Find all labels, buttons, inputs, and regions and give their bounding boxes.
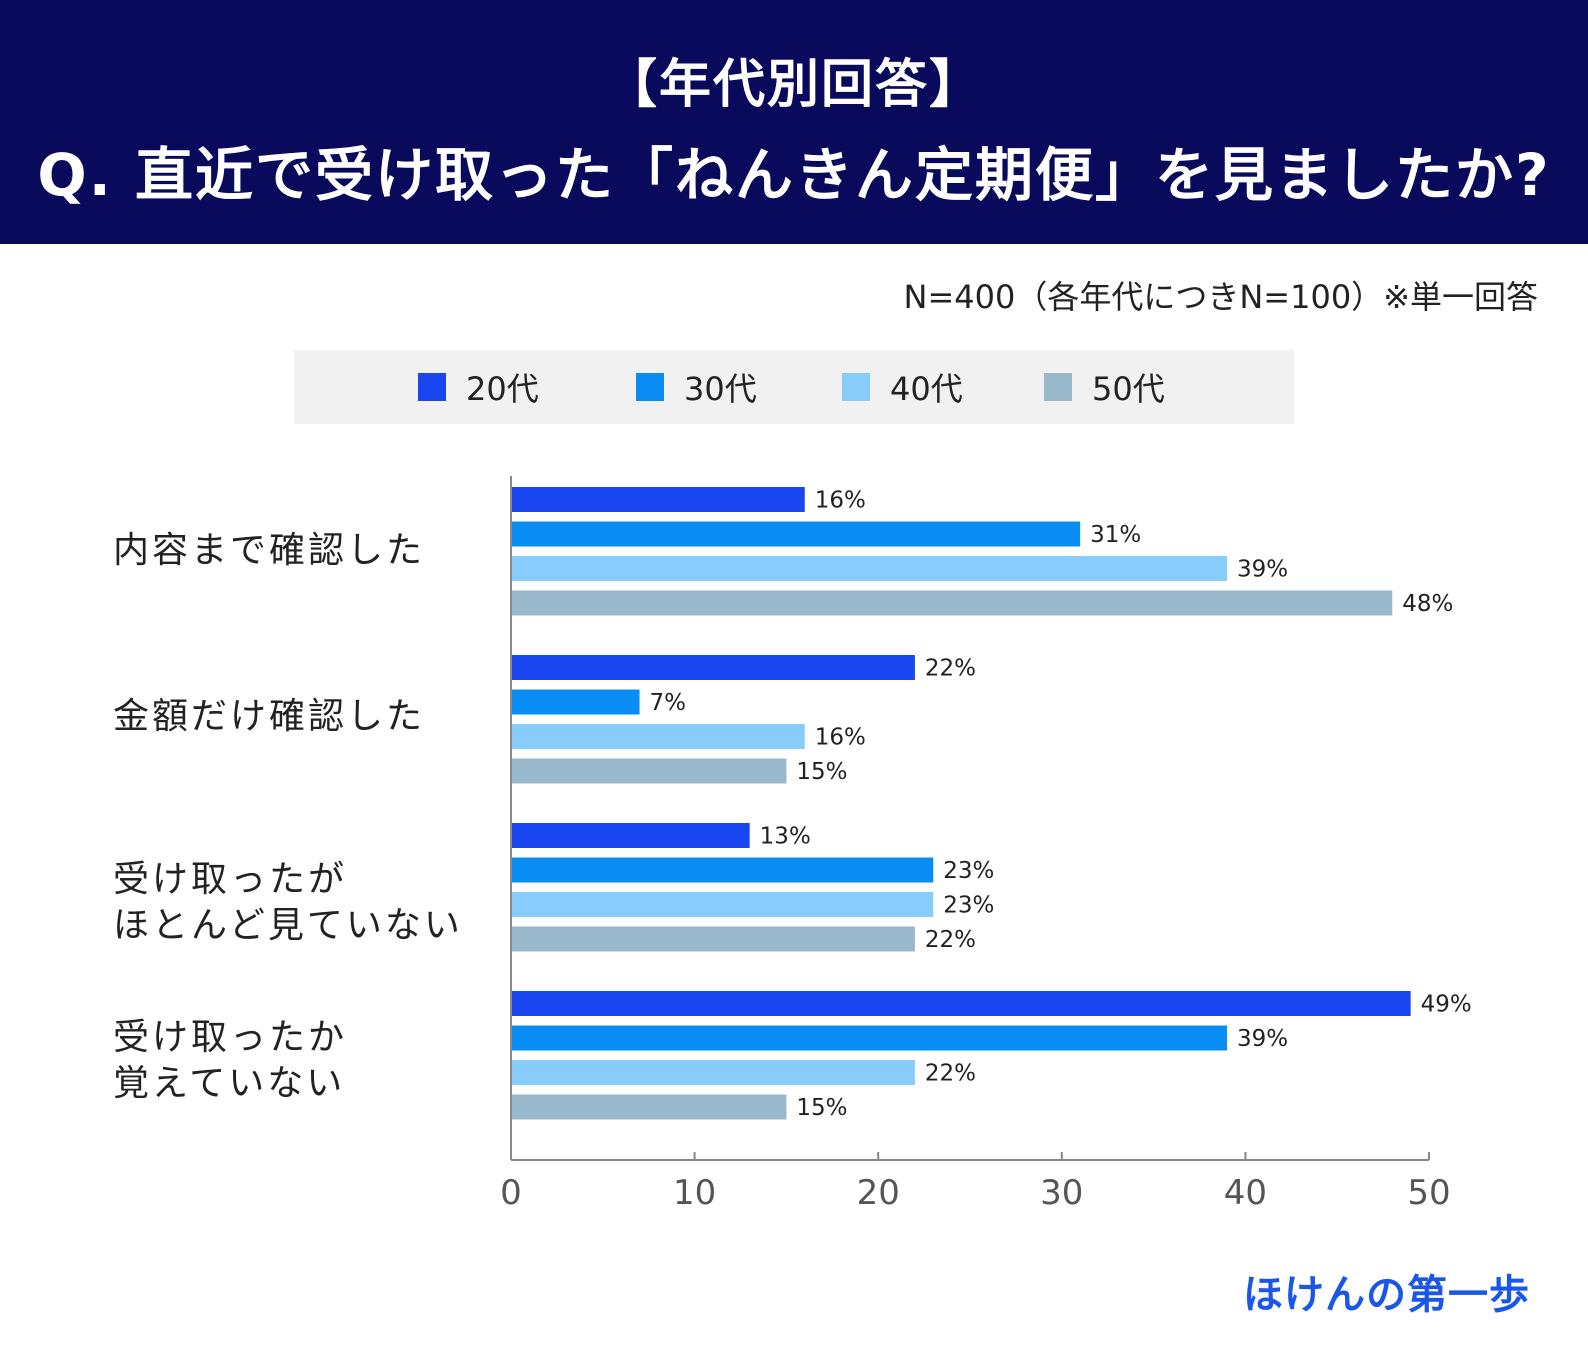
legend-swatch-30s: [636, 373, 664, 401]
x-tick-label: 50: [1407, 1173, 1450, 1213]
bar-30s-cat3: [512, 857, 934, 883]
bar-label-20s-cat3: 13%: [760, 824, 811, 850]
x-tick-label: 10: [673, 1173, 716, 1213]
legend-label-50s: 50代: [1092, 370, 1165, 408]
bar-label-30s-cat4: 39%: [1237, 1026, 1288, 1052]
header-banner: 【年代別回答】 Q. 直近で受け取った「ねんきん定期便」を見ましたか?: [0, 0, 1588, 244]
bar-20s-cat4: [512, 991, 1411, 1016]
legend-swatch-50s: [1044, 373, 1072, 401]
bar-label-40s-cat1: 39%: [1237, 557, 1288, 583]
sample-size-note: N=400（各年代につきN=100）※単一回答: [903, 278, 1538, 316]
x-tick-label: 40: [1224, 1173, 1267, 1213]
bar-label-50s-cat1: 48%: [1402, 591, 1453, 617]
bar-label-50s-cat4: 15%: [796, 1095, 847, 1121]
bar-30s-cat4: [512, 1025, 1228, 1051]
legend-item-50s: 50代: [1044, 350, 1165, 424]
bar-label-50s-cat3: 22%: [925, 927, 976, 953]
bar-40s-cat4: [512, 1060, 915, 1085]
x-tick-label: 20: [857, 1173, 900, 1213]
legend-swatch-20s: [418, 373, 446, 401]
legend-label-30s: 30代: [684, 370, 757, 408]
bar-20s-cat2: [512, 655, 915, 680]
category-label-barely-looked: 受け取ったが ほとんど見ていない: [113, 859, 463, 946]
bar-label-30s-cat2: 7%: [650, 690, 687, 716]
chart-title-line1: 【年代別回答】: [604, 55, 983, 115]
legend-swatch-40s: [842, 373, 870, 401]
category-label-amount-only: 金額だけ確認した: [113, 696, 426, 737]
bar-30s-cat1: [512, 521, 1081, 547]
bar-label-20s-cat4: 49%: [1421, 992, 1472, 1018]
bar-50s-cat2: [512, 758, 787, 784]
legend: 20代 30代 40代 50代: [294, 350, 1294, 424]
bar-label-50s-cat2: 15%: [796, 759, 847, 785]
bar-label-20s-cat2: 22%: [925, 656, 976, 682]
bar-label-30s-cat1: 31%: [1090, 522, 1141, 548]
legend-item-40s: 40代: [842, 350, 963, 424]
bar-label-40s-cat4: 22%: [925, 1061, 976, 1087]
category-label-content-checked: 内容まで確認した: [113, 530, 426, 571]
category-label-dont-remember: 受け取ったか 覚えていない: [113, 1017, 348, 1104]
legend-item-20s: 20代: [418, 350, 539, 424]
bar-50s-cat1: [512, 590, 1393, 616]
x-tick-label: 30: [1040, 1173, 1083, 1213]
bar-label-40s-cat3: 23%: [943, 893, 994, 919]
legend-label-20s: 20代: [466, 370, 539, 408]
bar-50s-cat3: [512, 926, 915, 952]
bar-40s-cat3: [512, 892, 934, 917]
chart-title-question: Q. 直近で受け取った「ねんきん定期便」を見ましたか?: [37, 141, 1551, 209]
x-tick-label: 0: [500, 1173, 522, 1213]
bar-label-40s-cat2: 16%: [815, 725, 866, 751]
bar-label-20s-cat1: 16%: [815, 488, 866, 514]
legend-label-40s: 40代: [890, 370, 963, 408]
brand-logo: ほけんの第一歩: [1243, 1272, 1530, 1318]
bar-40s-cat1: [512, 556, 1228, 581]
bar-20s-cat3: [512, 823, 750, 848]
bar-50s-cat4: [512, 1094, 787, 1120]
bar-20s-cat1: [512, 487, 805, 512]
bar-40s-cat2: [512, 724, 805, 749]
bar-30s-cat2: [512, 689, 640, 715]
legend-item-30s: 30代: [636, 350, 757, 424]
bar-label-30s-cat3: 23%: [943, 858, 994, 884]
